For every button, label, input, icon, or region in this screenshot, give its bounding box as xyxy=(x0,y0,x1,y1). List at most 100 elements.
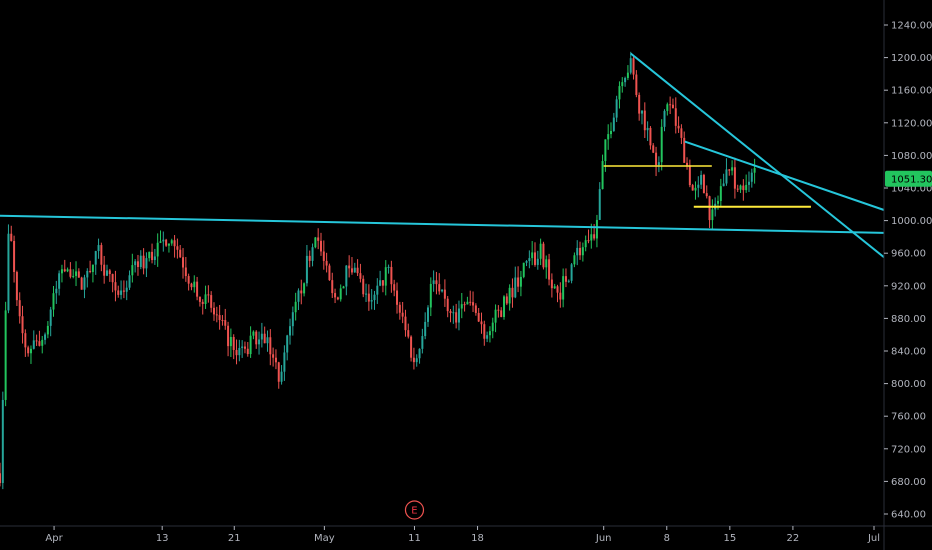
candle-down xyxy=(533,252,536,265)
candle-down xyxy=(556,286,559,293)
time-tick-label: Jul xyxy=(867,533,880,544)
price-tick-label: 1240.00 xyxy=(891,21,932,32)
candle-down xyxy=(356,267,359,274)
candle-down xyxy=(184,267,187,277)
candle-up xyxy=(4,310,7,400)
candle-up xyxy=(29,348,32,354)
price-tick-label: 720.00 xyxy=(891,444,926,455)
candle-up xyxy=(125,287,128,292)
candle-up xyxy=(725,169,728,184)
candle-down xyxy=(446,298,449,312)
candle-down xyxy=(334,293,337,298)
earnings-event-marker[interactable] xyxy=(404,500,425,520)
candle-down xyxy=(221,320,224,322)
candle-down xyxy=(350,268,353,273)
earnings-event-label: E xyxy=(411,506,417,517)
candle-up xyxy=(305,255,308,284)
candle-up xyxy=(145,258,148,269)
candle-down xyxy=(497,309,500,311)
time-axis[interactable]: Apr 13 21 May 11 18 Jun 8 15 22 Jul xyxy=(0,525,932,544)
current-price-tag[interactable] xyxy=(885,170,932,187)
candle-down xyxy=(196,281,199,297)
candle-up xyxy=(640,110,643,114)
candle-up xyxy=(519,276,522,287)
candle-up xyxy=(717,200,720,204)
candle-up xyxy=(162,239,165,242)
candle-down xyxy=(269,337,272,355)
candle-down xyxy=(176,246,179,250)
candle-up xyxy=(601,161,604,190)
candle-up xyxy=(719,186,722,201)
candle-up xyxy=(387,266,390,268)
candle-down xyxy=(80,277,83,290)
candle-down xyxy=(10,233,13,241)
candle-up xyxy=(739,185,742,190)
candle-up xyxy=(657,162,660,165)
candle-up xyxy=(418,348,421,359)
candle-down xyxy=(100,245,103,265)
candle-down xyxy=(173,240,176,247)
candle-down xyxy=(212,307,215,315)
time-tick-label: 18 xyxy=(471,533,484,544)
candle-up xyxy=(618,86,621,100)
trendline-3[interactable] xyxy=(684,140,885,211)
candle-up xyxy=(441,289,444,292)
candle-up xyxy=(621,82,624,87)
candle-down xyxy=(198,296,201,302)
candle-down xyxy=(38,341,41,346)
candle-up xyxy=(311,247,314,261)
candle-down xyxy=(438,284,441,292)
candle-down xyxy=(381,280,384,286)
candle-up xyxy=(460,304,463,309)
trendline-1[interactable] xyxy=(0,214,885,234)
candle-down xyxy=(367,293,370,302)
candle-up xyxy=(120,290,123,295)
candle-down xyxy=(564,276,567,282)
candle-down xyxy=(587,240,590,242)
candle-up xyxy=(345,265,348,287)
candle-down xyxy=(505,296,508,304)
candle-up xyxy=(753,168,756,173)
time-tick-label: 13 xyxy=(156,533,169,544)
candle-up xyxy=(55,288,58,294)
candle-up xyxy=(46,325,49,335)
candle-up xyxy=(297,290,300,302)
candle-down xyxy=(469,301,472,303)
candle-up xyxy=(745,184,748,191)
candle-down xyxy=(559,292,562,300)
candle-down xyxy=(190,283,193,288)
price-tick-label: 680.00 xyxy=(891,477,926,488)
candle-down xyxy=(632,58,635,75)
candle-down xyxy=(218,315,221,321)
candle-down xyxy=(215,314,218,316)
candle-up xyxy=(466,301,469,305)
candle-up xyxy=(75,271,78,276)
candle-down xyxy=(325,260,328,266)
candle-up xyxy=(536,258,539,265)
candle-down xyxy=(331,280,334,294)
candle-down xyxy=(89,270,92,272)
candle-down xyxy=(272,354,275,358)
trendline-2[interactable] xyxy=(630,52,885,259)
candle-down xyxy=(638,94,641,114)
candle-down xyxy=(677,125,680,129)
candle-up xyxy=(722,183,725,187)
candle-down xyxy=(227,325,230,347)
candle-down xyxy=(404,316,407,331)
candle-up xyxy=(615,99,618,118)
candle-down xyxy=(511,287,514,298)
candle-up xyxy=(424,321,427,337)
candle-down xyxy=(179,249,182,258)
candle-down xyxy=(277,362,280,382)
price-tick-label: 760.00 xyxy=(891,412,926,423)
candle-down xyxy=(680,128,683,138)
candle-down xyxy=(77,271,80,278)
candle-up xyxy=(128,275,131,288)
price-axis[interactable]: 1240.00 1200.00 1160.00 1120.00 1080.00 1040.… xyxy=(883,0,932,550)
candle-down xyxy=(151,251,154,261)
candle-up xyxy=(58,273,61,289)
candle-up xyxy=(170,240,173,244)
candle-down xyxy=(443,289,446,299)
